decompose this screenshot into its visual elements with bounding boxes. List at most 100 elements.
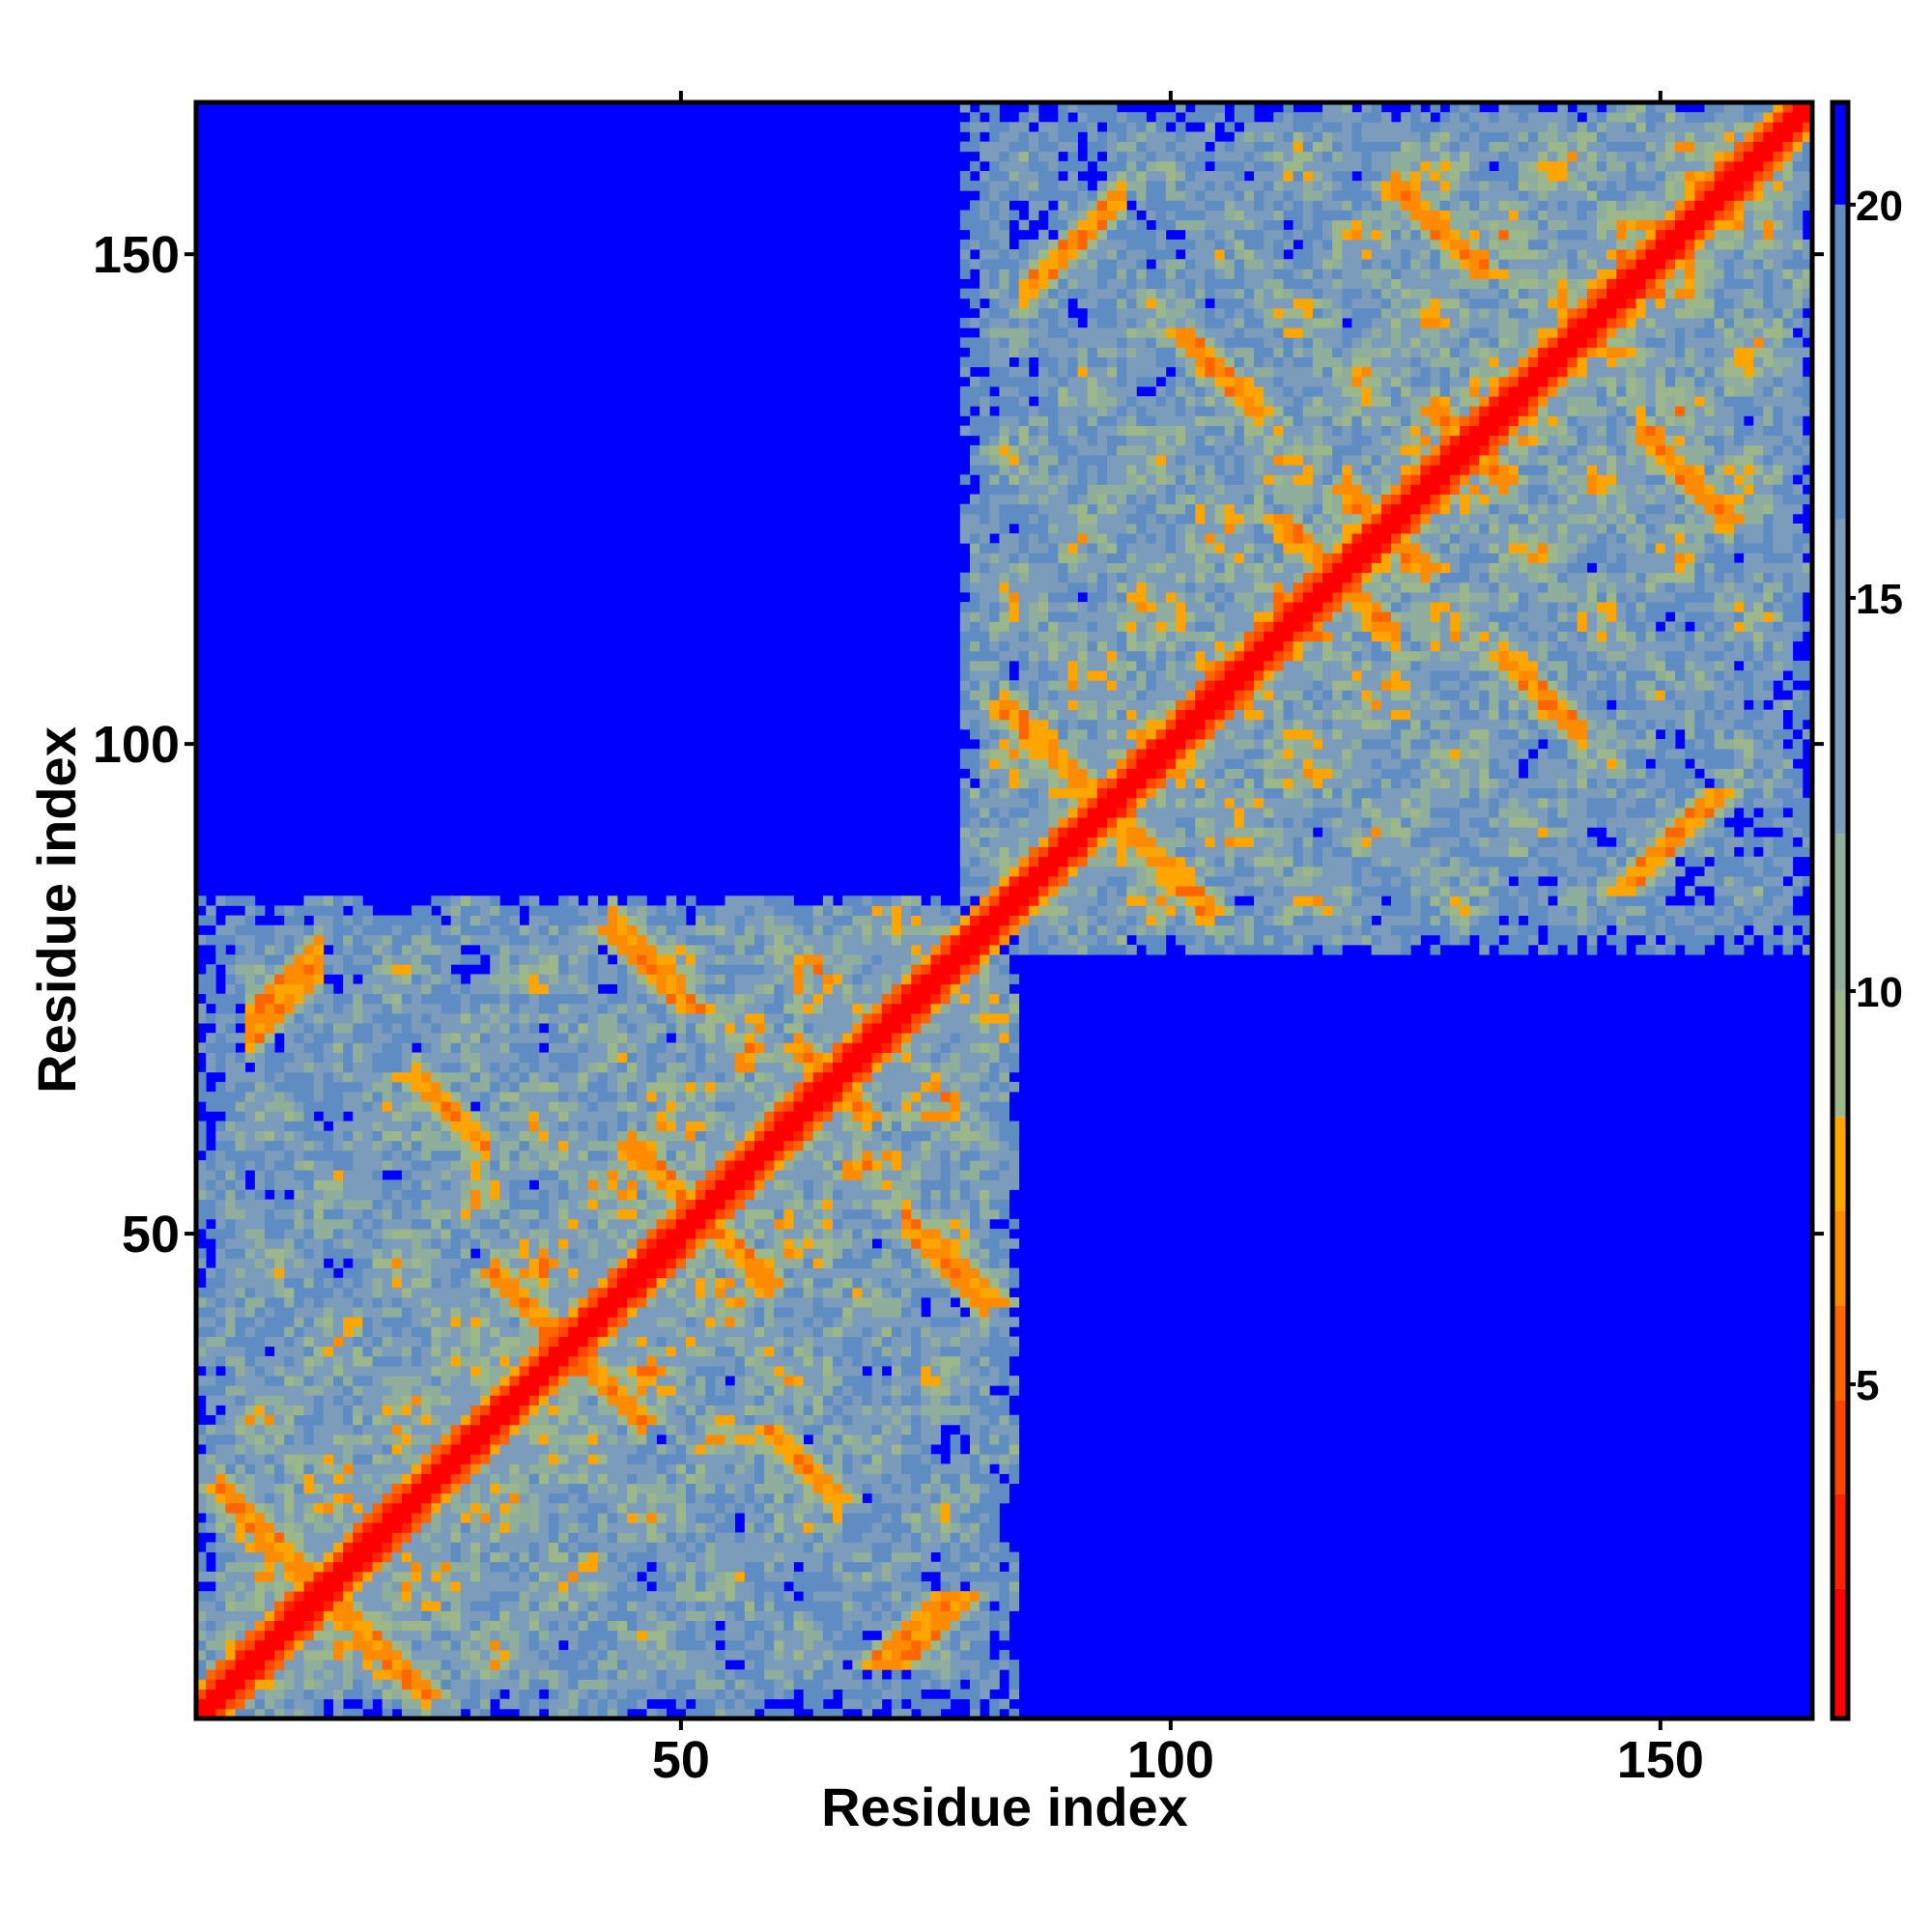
heatmap-cell bbox=[313, 1561, 325, 1573]
heatmap-cell bbox=[685, 1287, 696, 1298]
heatmap-cell bbox=[343, 1630, 354, 1641]
heatmap-cell bbox=[744, 1160, 755, 1171]
heatmap-cell bbox=[303, 1620, 315, 1632]
heatmap-cell bbox=[421, 1463, 432, 1474]
heatmap-cell bbox=[303, 934, 315, 946]
heatmap-cell bbox=[353, 1385, 363, 1396]
heatmap-cell bbox=[274, 1023, 285, 1034]
heatmap-cell bbox=[235, 915, 246, 926]
heatmap-cell bbox=[656, 1708, 668, 1719]
heatmap-cell bbox=[294, 1199, 304, 1210]
heatmap-cell bbox=[519, 1424, 530, 1435]
heatmap-cell bbox=[450, 1581, 462, 1592]
heatmap-cell bbox=[724, 1101, 736, 1112]
heatmap-cell bbox=[675, 1561, 687, 1573]
heatmap-cell bbox=[225, 1248, 236, 1259]
heatmap-cell bbox=[244, 993, 256, 1005]
heatmap-cell bbox=[264, 1071, 275, 1083]
heatmap-cell bbox=[303, 1218, 315, 1230]
heatmap-cell bbox=[362, 983, 373, 995]
heatmap-cell bbox=[558, 1492, 569, 1504]
heatmap-cell bbox=[509, 1336, 520, 1348]
heatmap-cell bbox=[225, 1424, 236, 1435]
heatmap-cell bbox=[587, 1376, 599, 1386]
heatmap-cell bbox=[431, 1199, 441, 1210]
heatmap-cell bbox=[578, 1140, 588, 1151]
heatmap-cell bbox=[519, 1003, 530, 1014]
heatmap-cell bbox=[382, 1023, 393, 1034]
heatmap-cell bbox=[499, 1395, 510, 1406]
heatmap-cell bbox=[254, 1483, 266, 1494]
heatmap-cell bbox=[519, 1463, 530, 1474]
heatmap-cell bbox=[774, 1405, 784, 1416]
heatmap-cell bbox=[627, 934, 638, 946]
heatmap-cell bbox=[401, 1307, 412, 1318]
heatmap-cell bbox=[685, 1238, 696, 1249]
heatmap-cell bbox=[549, 1277, 559, 1289]
heatmap-cell bbox=[685, 1092, 696, 1102]
heatmap-cell bbox=[303, 1698, 315, 1710]
heatmap-cell bbox=[538, 1317, 550, 1327]
heatmap-cell bbox=[528, 1365, 540, 1377]
heatmap-cell bbox=[509, 1150, 520, 1161]
heatmap-cell bbox=[499, 1267, 510, 1279]
heatmap-cell bbox=[616, 954, 628, 965]
heatmap-cell bbox=[549, 1591, 559, 1602]
heatmap-cell bbox=[793, 1679, 805, 1690]
heatmap-cell bbox=[656, 1669, 668, 1680]
heatmap-cell bbox=[421, 1454, 432, 1464]
heatmap-cell bbox=[499, 1601, 510, 1611]
heatmap-cell bbox=[343, 1307, 354, 1318]
heatmap-cell bbox=[431, 1297, 441, 1308]
heatmap-cell bbox=[343, 1689, 354, 1700]
heatmap-cell bbox=[323, 1376, 334, 1386]
heatmap-cell bbox=[724, 1385, 736, 1396]
heatmap-cell bbox=[646, 1542, 657, 1553]
heatmap-cell bbox=[549, 1092, 559, 1102]
heatmap-cell bbox=[509, 934, 520, 946]
heatmap-cell bbox=[382, 1571, 393, 1582]
heatmap-cell bbox=[607, 1130, 618, 1142]
heatmap-cell bbox=[450, 1042, 462, 1053]
heatmap-cell bbox=[587, 1492, 599, 1504]
heatmap-cell bbox=[578, 1434, 588, 1445]
heatmap-cell bbox=[587, 1248, 599, 1259]
heatmap-cell bbox=[646, 1571, 657, 1582]
heatmap-cell bbox=[587, 1071, 599, 1083]
heatmap-cell bbox=[724, 1454, 736, 1464]
heatmap-cell bbox=[793, 1395, 805, 1406]
heatmap-cell bbox=[294, 1081, 304, 1093]
heatmap-cell bbox=[509, 1376, 520, 1386]
heatmap-cell bbox=[490, 1571, 500, 1582]
heatmap-cell bbox=[568, 1189, 579, 1201]
heatmap-cell bbox=[637, 1591, 647, 1602]
heatmap-cell bbox=[724, 1052, 736, 1064]
heatmap-cell bbox=[401, 1561, 412, 1573]
heatmap-cell bbox=[646, 1454, 657, 1464]
heatmap-cell bbox=[264, 1238, 275, 1249]
heatmap-cell bbox=[499, 905, 510, 916]
heatmap-cell bbox=[509, 1012, 520, 1024]
heatmap-cell bbox=[685, 1365, 696, 1377]
heatmap-cell bbox=[783, 1111, 794, 1122]
heatmap-cell bbox=[734, 1023, 746, 1034]
heatmap-cell bbox=[440, 1121, 452, 1132]
heatmap-cell bbox=[353, 1307, 363, 1318]
heatmap-cell bbox=[244, 1669, 256, 1680]
heatmap-cell bbox=[724, 1336, 736, 1348]
heatmap-cell bbox=[254, 905, 266, 916]
heatmap-cell bbox=[519, 1042, 530, 1053]
heatmap-cell bbox=[607, 1346, 618, 1357]
heatmap-cell bbox=[225, 1376, 236, 1386]
heatmap-cell bbox=[753, 1150, 765, 1161]
heatmap-cell bbox=[549, 1522, 559, 1533]
heatmap-cell bbox=[685, 1336, 696, 1348]
heatmap-cell bbox=[274, 1561, 285, 1573]
heatmap-cell bbox=[343, 1522, 354, 1533]
heatmap-cell bbox=[646, 1199, 657, 1210]
heatmap-cell bbox=[264, 1660, 275, 1670]
heatmap-cell bbox=[215, 1012, 226, 1024]
heatmap-cell bbox=[675, 1581, 687, 1592]
heatmap-cell bbox=[235, 924, 246, 936]
heatmap-cell bbox=[294, 1424, 304, 1435]
